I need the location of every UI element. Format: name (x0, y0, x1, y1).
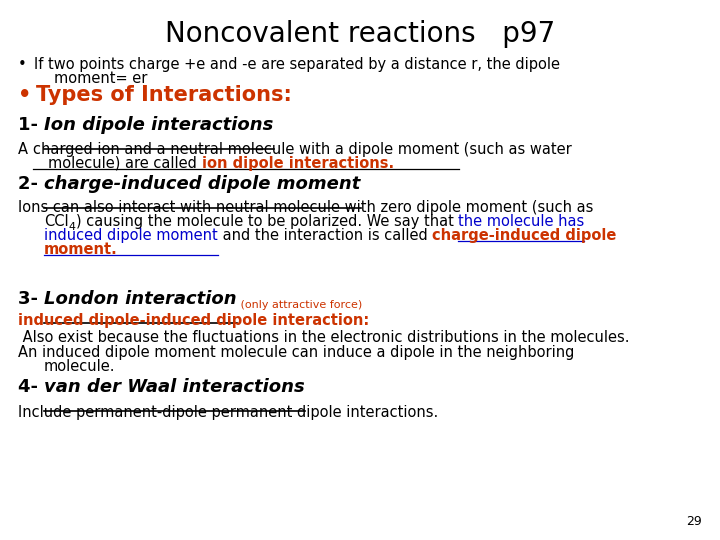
Text: London interaction: London interaction (44, 290, 237, 308)
Text: (such as water: (such as water (459, 142, 572, 157)
Text: 29: 29 (686, 515, 702, 528)
Text: 2-: 2- (18, 175, 44, 193)
Text: moment= er: moment= er (54, 71, 148, 86)
Text: •: • (18, 57, 27, 72)
Text: Also exist because the fluctuations in the electronic distributions in the molec: Also exist because the fluctuations in t… (18, 330, 629, 345)
Text: (only attractive force): (only attractive force) (237, 300, 362, 310)
Text: Include permanent-dipole permanent dipole interactions.: Include permanent-dipole permanent dipol… (18, 405, 438, 420)
Text: CCl: CCl (44, 214, 68, 229)
Text: charge-induced dipole moment: charge-induced dipole moment (44, 175, 361, 193)
Text: 4: 4 (68, 222, 76, 232)
Text: 3-: 3- (18, 290, 44, 308)
Text: Noncovalent reactions   p97: Noncovalent reactions p97 (165, 20, 555, 48)
Text: Ion dipole interactions: Ion dipole interactions (44, 116, 274, 134)
Text: and the interaction is called: and the interaction is called (217, 228, 432, 243)
Text: ion dipole interactions.: ion dipole interactions. (202, 156, 394, 171)
Text: ) causing the molecule to be polarized. We say that: ) causing the molecule to be polarized. … (76, 214, 458, 229)
Text: 1-: 1- (18, 116, 44, 134)
Text: An induced dipole moment molecule can induce a dipole in the neighboring: An induced dipole moment molecule can in… (18, 345, 575, 360)
Text: A: A (18, 142, 32, 157)
Text: charge-induced dipole: charge-induced dipole (432, 228, 616, 243)
Text: moment.: moment. (44, 242, 118, 257)
Text: induced dipole-induced dipole interaction:: induced dipole-induced dipole interactio… (18, 313, 369, 328)
Text: molecule) are called: molecule) are called (48, 156, 202, 171)
Text: If two points charge +e and -e are separated by a distance r, the dipole: If two points charge +e and -e are separ… (34, 57, 560, 72)
Text: Ions can also interact with neutral molecule with zero dipole moment (such as: Ions can also interact with neutral mole… (18, 200, 593, 215)
Text: molecule.: molecule. (44, 359, 115, 374)
Text: Types of Interactions:: Types of Interactions: (36, 85, 292, 105)
Text: •: • (18, 85, 32, 105)
Text: van der Waal interactions: van der Waal interactions (44, 378, 305, 396)
Text: induced dipole moment: induced dipole moment (44, 228, 217, 243)
Text: 4-: 4- (18, 378, 44, 396)
Text: charged ion and a neutral molecule with a dipole moment: charged ion and a neutral molecule with … (32, 142, 459, 157)
Text: the molecule has: the molecule has (458, 214, 584, 229)
